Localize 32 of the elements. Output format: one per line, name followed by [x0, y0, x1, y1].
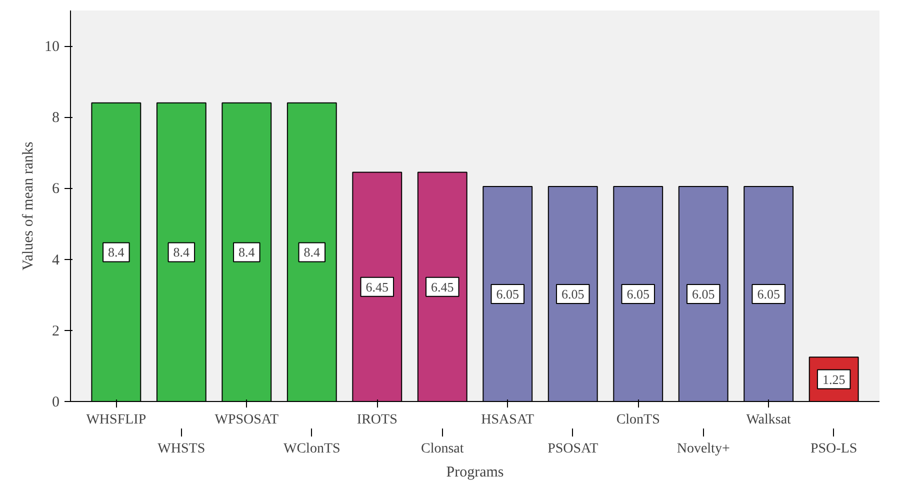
x-tick-label: IROTS	[356, 412, 398, 428]
x-tick-label: PSO-LS	[810, 442, 858, 456]
y-tick-label: 6	[52, 181, 60, 198]
data-label: 8.4	[173, 244, 190, 260]
data-label: 6.05	[626, 286, 650, 302]
y-tick-label: 10	[44, 39, 60, 56]
x-tick-label: Clonsat	[420, 442, 464, 456]
x-tick-label: WHSTS	[158, 442, 206, 456]
data-label: 6.05	[692, 286, 715, 302]
data-label: 8.4	[108, 244, 125, 260]
data-label: 6.05	[757, 286, 780, 302]
y-tick-label: 4	[52, 252, 60, 268]
data-label: 8.4	[304, 244, 321, 260]
x-tick-label: Walksat	[746, 412, 792, 428]
x-axis-title: Programs	[446, 464, 504, 480]
x-tick-label: WPSOSAT	[214, 412, 279, 428]
y-tick-label: 2	[52, 323, 60, 340]
x-tick-label: PSOSAT	[548, 442, 599, 456]
y-tick-label: 8	[52, 110, 60, 126]
x-tick-label: ClonTS	[616, 412, 660, 428]
data-label: 1.25	[822, 372, 846, 387]
x-tick-label: WHSFLIP	[86, 412, 146, 428]
data-label: 6.05	[561, 286, 584, 302]
data-label: 8.4	[238, 244, 256, 260]
y-axis-title: Values of mean ranks	[20, 141, 36, 270]
x-tick-label: WClonTS	[284, 442, 340, 456]
x-tick-label: Novelty+	[676, 442, 730, 456]
data-label: 6.05	[496, 286, 519, 302]
y-tick-label: 0	[52, 394, 60, 410]
data-label: 6.45	[366, 279, 389, 294]
x-tick-label: HSASAT	[481, 412, 535, 428]
data-label: 6.45	[431, 279, 454, 294]
